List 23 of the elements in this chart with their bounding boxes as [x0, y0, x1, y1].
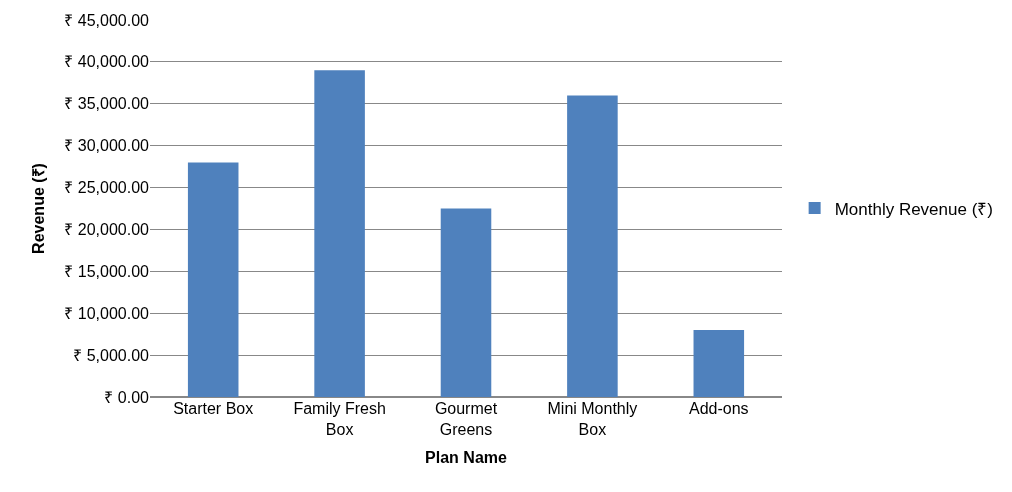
x-tick-label: Mini Monthly Box [547, 400, 638, 438]
y-tick-label: ₹ 0.00 [104, 388, 150, 406]
y-tick-label: ₹ 20,000.00 [64, 221, 150, 239]
bar [187, 162, 239, 397]
x-tick-label: Starter Box [173, 400, 254, 417]
legend-label: Monthly Revenue (₹) [834, 199, 993, 219]
x-tick-label: Gourmet Greens [434, 400, 498, 438]
y-axis-title: Revenue (₹) [30, 163, 48, 254]
y-tick-label: ₹ 40,000.00 [64, 53, 150, 71]
y-tick-label: ₹ 10,000.00 [64, 304, 150, 322]
y-tick-label: ₹ 15,000.00 [64, 262, 150, 280]
x-axis-title: Plan Name [425, 449, 508, 467]
x-tick-label: Family Fresh Box [293, 400, 386, 438]
y-tick-label: ₹ 35,000.00 [64, 95, 150, 113]
y-tick-label: ₹ 25,000.00 [64, 179, 150, 197]
bar [314, 70, 365, 397]
bar [567, 95, 618, 397]
x-tick-label: Add-ons [689, 400, 749, 417]
y-tick-label: ₹ 5,000.00 [73, 346, 150, 364]
y-tick-label: ₹ 30,000.00 [64, 137, 150, 155]
y-tick-label: ₹ 45,000.00 [64, 11, 150, 29]
bar [693, 329, 745, 397]
bar [440, 208, 492, 397]
